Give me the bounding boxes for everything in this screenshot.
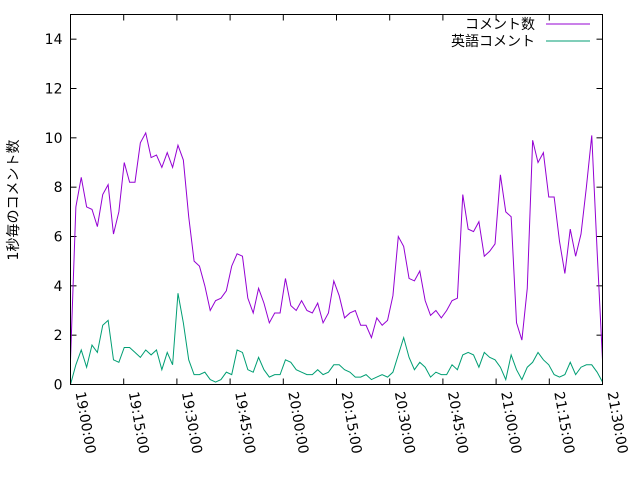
plot-frame [70,14,603,385]
y-tick-label: 2 [54,328,63,344]
y-tick-label: 14 [45,32,63,48]
y-tick-label: 0 [54,378,63,394]
y-tick-label: 8 [54,180,63,196]
y-tick-label: 12 [45,82,63,98]
series-line-1 [70,131,603,360]
legend-label: 英語コメント [451,33,535,50]
legend-label: コメント数 [465,17,535,33]
y-tick-label: 10 [45,131,63,147]
y-axis-label: 1秒毎のコメント数 [6,140,22,261]
y-axis: 0 2 4 6 8 10 12 14 [45,32,603,394]
y-tick-label: 4 [54,279,63,295]
series-layer [70,131,603,385]
series-line-2 [70,293,603,385]
y-tick-label: 6 [54,230,63,246]
